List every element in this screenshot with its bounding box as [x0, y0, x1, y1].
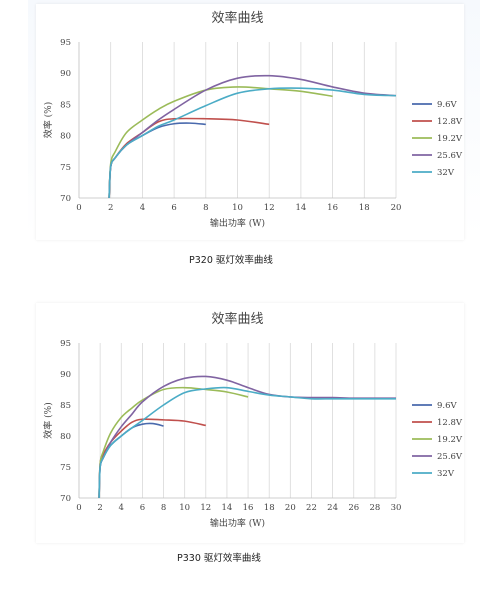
y-tick-label: 80: [60, 132, 71, 142]
x-tick-label: 18: [359, 203, 370, 213]
x-tick-label: 16: [243, 503, 254, 513]
x-tick-label: 8: [161, 503, 166, 513]
y-tick-label: 70: [60, 194, 71, 204]
series-line-25.6V: [98, 375, 396, 499]
legend-label: 25.6V: [437, 452, 463, 462]
y-tick-label: 75: [60, 163, 71, 173]
chart-caption-p320: P320 驱灯效率曲线: [189, 255, 273, 266]
series-line-9.6V: [108, 122, 206, 199]
y-tick-label: 95: [60, 38, 71, 48]
x-tick-label: 6: [140, 503, 145, 513]
series-line-9.6V: [98, 422, 164, 499]
chart-panel-p330: [36, 303, 464, 543]
legend-label: 12.8V: [437, 117, 463, 127]
chart-title: 效率曲线: [211, 311, 263, 327]
x-tick-label: 20: [391, 203, 402, 213]
x-tick-label: 4: [119, 503, 124, 513]
x-tick-label: 24: [327, 503, 338, 513]
series-line-32V: [108, 87, 397, 199]
series-line-12.8V: [98, 418, 206, 499]
x-tick-label: 14: [295, 203, 306, 213]
series-line-25.6V: [108, 74, 397, 199]
x-tick-label: 4: [140, 203, 145, 213]
y-tick-label: 75: [60, 463, 71, 473]
x-tick-label: 18: [264, 503, 275, 513]
x-tick-label: 22: [306, 503, 317, 513]
x-tick-label: 30: [391, 503, 402, 513]
series-line-12.8V: [108, 117, 270, 199]
legend-label: 9.6V: [437, 100, 458, 110]
y-tick-label: 85: [60, 401, 71, 411]
chart-caption-p330: P330 驱灯效率曲线: [177, 553, 261, 564]
x-tick-label: 0: [76, 203, 81, 213]
y-tick-label: 90: [60, 370, 71, 380]
x-tick-label: 6: [171, 203, 176, 213]
x-tick-label: 12: [264, 203, 275, 213]
x-tick-label: 12: [200, 503, 211, 513]
x-tick-label: 20: [285, 503, 296, 513]
series-line-19.2V: [98, 386, 249, 499]
legend-label: 32V: [437, 469, 455, 479]
x-tick-label: 0: [76, 503, 81, 513]
series-line-32V: [98, 386, 396, 499]
legend-label: 25.6V: [437, 151, 463, 161]
x-axis-label: 输出功率 (W): [210, 517, 265, 529]
y-axis-label: 效率 (%): [42, 102, 54, 138]
legend-label: 9.6V: [437, 401, 458, 411]
x-tick-label: 14: [222, 503, 233, 513]
x-tick-label: 2: [108, 203, 113, 213]
y-tick-label: 80: [60, 432, 71, 442]
x-tick-label: 26: [348, 503, 359, 513]
y-axis-label: 效率 (%): [42, 402, 54, 438]
legend-label: 19.2V: [437, 134, 463, 144]
y-tick-label: 85: [60, 100, 71, 110]
y-tick-label: 95: [60, 339, 71, 349]
x-axis-label: 输出功率 (W): [210, 217, 265, 229]
x-tick-label: 8: [203, 203, 208, 213]
legend-label: 32V: [437, 168, 455, 178]
y-tick-label: 90: [60, 69, 71, 79]
x-tick-label: 16: [327, 203, 338, 213]
legend-label: 12.8V: [437, 418, 463, 428]
legend-label: 19.2V: [437, 435, 463, 445]
chart-title: 效率曲线: [211, 10, 263, 26]
x-tick-label: 28: [369, 503, 380, 513]
x-tick-label: 10: [179, 503, 190, 513]
x-tick-label: 10: [232, 203, 243, 213]
x-tick-label: 2: [97, 503, 102, 513]
y-tick-label: 70: [60, 494, 71, 504]
